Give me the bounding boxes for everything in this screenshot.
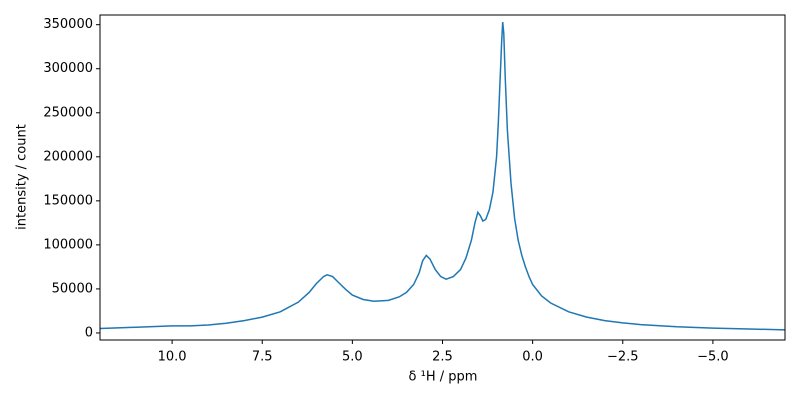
spectrum-line	[99, 21, 786, 331]
x-axis-label: δ ¹H / ppm	[409, 370, 478, 385]
x-tick-label: 10.0	[158, 350, 187, 365]
y-tick-label: 150000	[43, 193, 93, 208]
y-tick-label: 300000	[43, 61, 93, 76]
y-tick-label: 100000	[43, 237, 93, 252]
x-tick-label: 2.5	[432, 350, 453, 365]
y-tick-label: 0	[85, 325, 93, 340]
y-axis-label: intensity / count	[15, 124, 30, 230]
x-tick-label: −2.5	[607, 350, 639, 365]
y-tick-label: 50000	[52, 281, 93, 296]
x-tick-label: 7.5	[252, 350, 273, 365]
y-tick-label: 250000	[43, 105, 93, 120]
x-tick-label: −5.0	[697, 350, 729, 365]
y-tick-label: 200000	[43, 149, 93, 164]
x-tick-label: 5.0	[342, 350, 363, 365]
plot-frame	[99, 14, 786, 341]
x-tick-label: 0.0	[522, 350, 543, 365]
y-tick-label: 350000	[43, 17, 93, 32]
